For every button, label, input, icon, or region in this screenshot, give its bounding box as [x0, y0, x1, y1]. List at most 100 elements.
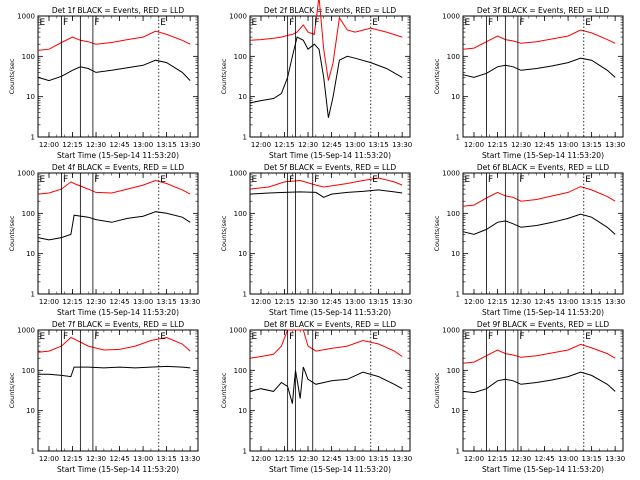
x-tick-label: 12:45: [321, 141, 341, 149]
y-tick-label: 1000: [17, 327, 35, 335]
x-tick-label: 12:00: [251, 455, 271, 463]
x-tick-label: 12:30: [511, 298, 531, 306]
x-tick-label: 13:00: [345, 141, 365, 149]
x-tick-label: 13:15: [369, 455, 389, 463]
y-tick-label: 1000: [229, 170, 247, 178]
x-axis-label: Start Time (15-Sep-14 11:53:20): [57, 465, 179, 474]
time-marker-label: F: [63, 332, 68, 342]
x-tick-label: 13:15: [157, 141, 177, 149]
x-tick-label: 12:30: [511, 455, 531, 463]
x-tick-label: 13:00: [558, 298, 578, 306]
y-tick-label: 100: [447, 367, 460, 375]
plot-frame: [462, 15, 624, 138]
panel-3: Det 3f BLACK = Events, RED = LLD Counts/s…: [433, 6, 625, 160]
panel-6: Det 6f BLACK = Events, RED = LLD Counts/s…: [433, 163, 625, 317]
x-tick-label: 12:30: [298, 298, 318, 306]
y-axis-label: Counts/sec: [433, 372, 441, 408]
series-line-lld: [249, 329, 403, 359]
x-tick-label: 12:30: [298, 141, 318, 149]
x-axis-label: Start Time (15-Sep-14 11:53:20): [57, 151, 179, 160]
y-tick-label: 10: [26, 93, 35, 101]
panel-title: Det 8f BLACK = Events, RED = LLD: [264, 320, 397, 329]
y-tick-label: 1: [243, 291, 247, 299]
x-tick-label: 12:30: [86, 141, 106, 149]
x-tick-label: 13:15: [369, 298, 389, 306]
panel-9: Det 9f BLACK = Events, RED = LLD Counts/s…: [433, 320, 625, 474]
time-marker-label: F: [63, 18, 68, 28]
panel-title: Det 3f BLACK = Events, RED = LLD: [477, 6, 610, 15]
y-axis-label: Counts/sec: [8, 372, 16, 408]
x-tick-label: 12:15: [274, 141, 294, 149]
y-tick-label: 1: [31, 134, 35, 142]
time-marker-label: F: [289, 175, 294, 185]
y-tick-label: 1: [243, 448, 247, 456]
time-marker-label: F: [94, 18, 99, 28]
panel-title: Det 5f BLACK = Events, RED = LLD: [264, 163, 397, 172]
y-axis-label: Counts/sec: [8, 58, 16, 94]
plot-frame: [462, 172, 624, 295]
series-line-events: [249, 189, 403, 198]
panel-title: Det 1f BLACK = Events, RED = LLD: [52, 6, 185, 15]
y-tick-label: 100: [22, 367, 35, 375]
x-tick-label: 12:00: [251, 298, 271, 306]
series-line-events: [462, 213, 616, 235]
time-marker-label: E: [372, 175, 378, 185]
panel-1: Det 1f BLACK = Events, RED = LLD Counts/s…: [8, 6, 200, 160]
time-marker-label: F: [63, 175, 68, 185]
time-marker-label: E: [160, 18, 166, 28]
x-tick-label: 13:15: [369, 141, 389, 149]
y-tick-label: 1: [31, 291, 35, 299]
series-line-lld: [462, 186, 616, 207]
y-tick-label: 1000: [229, 13, 247, 21]
panel-5: Det 5f BLACK = Events, RED = LLD Counts/s…: [220, 163, 412, 317]
time-marker-label: F: [488, 18, 493, 28]
time-marker-label: E: [465, 175, 471, 185]
time-marker-label: F: [519, 18, 524, 28]
time-marker-label: E: [585, 18, 591, 28]
panel-2: Det 2f BLACK = Events, RED = LLD Counts/s…: [220, 0, 412, 160]
time-marker-label: E: [40, 175, 46, 185]
y-tick-label: 100: [22, 210, 35, 218]
y-tick-label: 1000: [442, 13, 460, 21]
x-tick-label: 12:00: [464, 455, 484, 463]
time-marker-label: F: [94, 175, 99, 185]
panel-title: Det 9f BLACK = Events, RED = LLD: [477, 320, 610, 329]
time-marker-label: E: [465, 332, 471, 342]
x-axis-label: Start Time (15-Sep-14 11:53:20): [269, 308, 391, 317]
y-tick-label: 1000: [442, 170, 460, 178]
x-tick-label: 12:15: [274, 298, 294, 306]
time-marker-label: E: [585, 332, 591, 342]
x-tick-label: 12:45: [109, 455, 129, 463]
x-tick-label: 12:00: [39, 141, 59, 149]
y-tick-label: 1: [456, 291, 460, 299]
y-tick-label: 1000: [442, 327, 460, 335]
series-line-events: [462, 371, 616, 394]
series-line-lld: [37, 179, 191, 195]
y-axis-label: Counts/sec: [220, 215, 228, 251]
panel-title: Det 2f BLACK = Events, RED = LLD: [264, 6, 397, 15]
panel-title: Det 4f BLACK = Events, RED = LLD: [52, 163, 185, 172]
time-marker-label: F: [519, 175, 524, 185]
x-tick-label: 12:15: [274, 455, 294, 463]
x-tick-label: 13:00: [558, 141, 578, 149]
x-tick-label: 12:45: [321, 298, 341, 306]
x-axis-label: Start Time (15-Sep-14 11:53:20): [482, 308, 604, 317]
series-line-lld: [249, 177, 403, 190]
x-axis-label: Start Time (15-Sep-14 11:53:20): [269, 151, 391, 160]
x-tick-label: 12:45: [534, 455, 554, 463]
time-marker-label: F: [314, 332, 319, 342]
y-tick-label: 100: [22, 53, 35, 61]
y-tick-label: 10: [26, 407, 35, 415]
y-tick-label: 1000: [17, 170, 35, 178]
x-tick-label: 13:15: [157, 455, 177, 463]
x-axis-label: Start Time (15-Sep-14 11:53:20): [269, 465, 391, 474]
x-tick-label: 13:30: [392, 298, 412, 306]
x-tick-label: 13:15: [582, 141, 602, 149]
y-axis-label: Counts/sec: [433, 58, 441, 94]
y-tick-label: 100: [234, 210, 247, 218]
time-marker-label: F: [488, 332, 493, 342]
series-line-events: [249, 36, 403, 118]
x-tick-label: 13:00: [345, 455, 365, 463]
x-tick-label: 12:30: [86, 455, 106, 463]
